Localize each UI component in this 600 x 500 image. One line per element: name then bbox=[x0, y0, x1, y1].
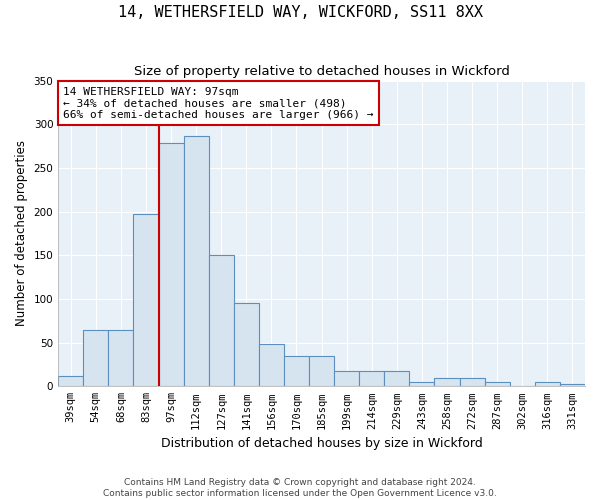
Bar bbox=[434, 378, 460, 386]
Text: 14, WETHERSFIELD WAY, WICKFORD, SS11 8XX: 14, WETHERSFIELD WAY, WICKFORD, SS11 8XX bbox=[118, 5, 482, 20]
Bar bbox=[58, 376, 83, 386]
Bar bbox=[259, 344, 284, 387]
Bar bbox=[560, 384, 585, 386]
Bar bbox=[109, 330, 133, 386]
Bar bbox=[359, 370, 385, 386]
Bar bbox=[485, 382, 510, 386]
Bar bbox=[334, 372, 359, 386]
Bar bbox=[209, 256, 234, 386]
Bar bbox=[234, 304, 259, 386]
Title: Size of property relative to detached houses in Wickford: Size of property relative to detached ho… bbox=[134, 65, 509, 78]
Y-axis label: Number of detached properties: Number of detached properties bbox=[15, 140, 28, 326]
Bar bbox=[158, 144, 184, 386]
Text: Contains HM Land Registry data © Crown copyright and database right 2024.
Contai: Contains HM Land Registry data © Crown c… bbox=[103, 478, 497, 498]
Bar bbox=[133, 214, 158, 386]
Bar bbox=[385, 370, 409, 386]
X-axis label: Distribution of detached houses by size in Wickford: Distribution of detached houses by size … bbox=[161, 437, 482, 450]
Bar bbox=[535, 382, 560, 386]
Bar bbox=[460, 378, 485, 386]
Bar bbox=[309, 356, 334, 386]
Text: 14 WETHERSFIELD WAY: 97sqm
← 34% of detached houses are smaller (498)
66% of sem: 14 WETHERSFIELD WAY: 97sqm ← 34% of deta… bbox=[64, 86, 374, 120]
Bar bbox=[83, 330, 109, 386]
Bar bbox=[284, 356, 309, 386]
Bar bbox=[184, 136, 209, 386]
Bar bbox=[409, 382, 434, 386]
